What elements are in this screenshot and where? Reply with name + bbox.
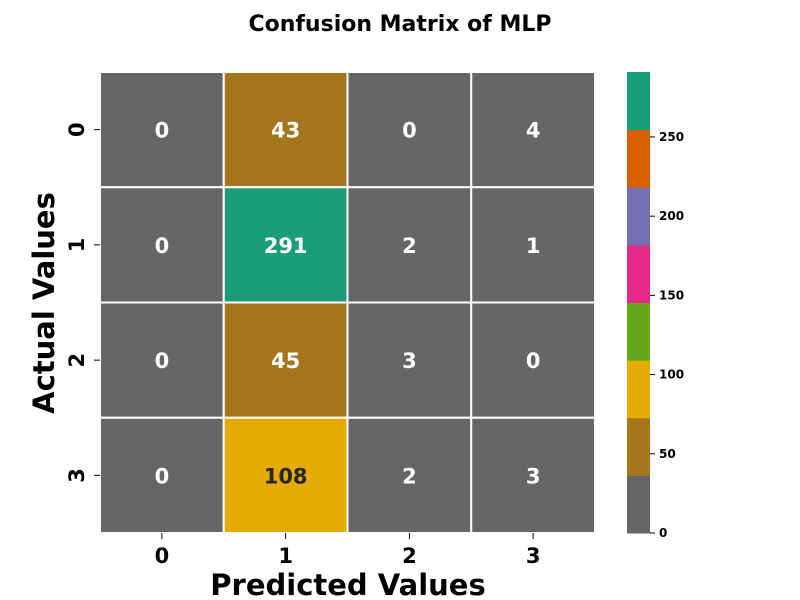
cell-value-r0-c2: 0 bbox=[402, 119, 417, 143]
colorbar-tick-label-3: 150 bbox=[659, 288, 684, 302]
cell-value-r1-c3: 1 bbox=[526, 234, 541, 258]
colorbar-tick-label-2: 100 bbox=[659, 368, 684, 382]
cell-value-r1-c1: 291 bbox=[264, 234, 308, 258]
x-tick-labels: 0 1 2 3 bbox=[155, 533, 541, 568]
colorbar-tick-label-1: 50 bbox=[659, 447, 676, 461]
cell-value-r1-c0: 0 bbox=[155, 234, 170, 258]
x-axis-label: Predicted Values bbox=[210, 568, 485, 600]
y-tick-label-0: 0 bbox=[65, 122, 89, 137]
colorbar-segment-1 bbox=[627, 417, 650, 476]
cell-value-r0-c3: 4 bbox=[526, 119, 541, 143]
cell-value-r0-c0: 0 bbox=[155, 119, 170, 143]
colorbar-tick-label-4: 200 bbox=[659, 209, 684, 223]
x-tick-label-0: 0 bbox=[155, 544, 170, 568]
colorbar-segment-5 bbox=[627, 187, 650, 246]
colorbar-segment-3 bbox=[627, 302, 650, 361]
heatmap-cell-r0-c2 bbox=[346, 71, 473, 189]
heatmap-cell-r3-c3 bbox=[470, 416, 596, 534]
x-tick-label-1: 1 bbox=[278, 544, 293, 568]
colorbar-segment-4 bbox=[627, 244, 650, 303]
cell-value-r3-c3: 3 bbox=[526, 464, 541, 488]
cell-value-r2-c2: 3 bbox=[402, 349, 417, 373]
y-tick-label-3: 3 bbox=[65, 468, 89, 483]
cell-value-r2-c0: 0 bbox=[155, 349, 170, 373]
cell-value-r0-c1: 43 bbox=[271, 119, 300, 143]
colorbar-tick-label-5: 250 bbox=[659, 130, 684, 144]
chart-title: Confusion Matrix of MLP bbox=[248, 12, 551, 37]
y-tick-label-2: 2 bbox=[65, 353, 89, 368]
y-tick-labels: 0 1 2 3 bbox=[65, 122, 100, 483]
heatmap-cell-r0-c1 bbox=[222, 71, 349, 189]
heatmap-cell-r1-c3 bbox=[470, 186, 596, 304]
colorbar-segment-6 bbox=[627, 129, 650, 188]
heatmap-cell-r2-c3 bbox=[470, 301, 596, 419]
heatmap-cell-r0-c3 bbox=[470, 71, 596, 189]
x-tick-label-3: 3 bbox=[526, 544, 541, 568]
heatmap-cell-r1-c1 bbox=[222, 186, 349, 304]
heatmap-cell-r0-c0 bbox=[99, 71, 225, 189]
y-tick-label-1: 1 bbox=[65, 238, 89, 253]
colorbar-segment-7 bbox=[627, 72, 650, 131]
heatmap-cell-r3-c1 bbox=[222, 416, 349, 534]
cell-value-r3-c2: 2 bbox=[402, 464, 417, 488]
cell-value-r1-c2: 2 bbox=[402, 234, 417, 258]
heatmap-cells: 0 43 0 4 0 291 2 1 0 45 3 0 0 108 2 3 bbox=[99, 71, 596, 534]
colorbar: 0 50 100 150 200 250 bbox=[627, 72, 684, 540]
cell-value-r3-c0: 0 bbox=[155, 464, 170, 488]
colorbar-segment-2 bbox=[627, 360, 650, 419]
cell-value-r3-c1: 108 bbox=[264, 464, 308, 488]
colorbar-tick-label-0: 0 bbox=[659, 526, 667, 540]
cell-value-r2-c1: 45 bbox=[271, 349, 300, 373]
cell-value-r2-c3: 0 bbox=[526, 349, 541, 373]
colorbar-segment-0 bbox=[627, 475, 650, 534]
x-tick-label-2: 2 bbox=[402, 544, 417, 568]
y-axis-label: Actual Values bbox=[27, 192, 61, 414]
heatmap-cell-r2-c1 bbox=[222, 301, 349, 419]
